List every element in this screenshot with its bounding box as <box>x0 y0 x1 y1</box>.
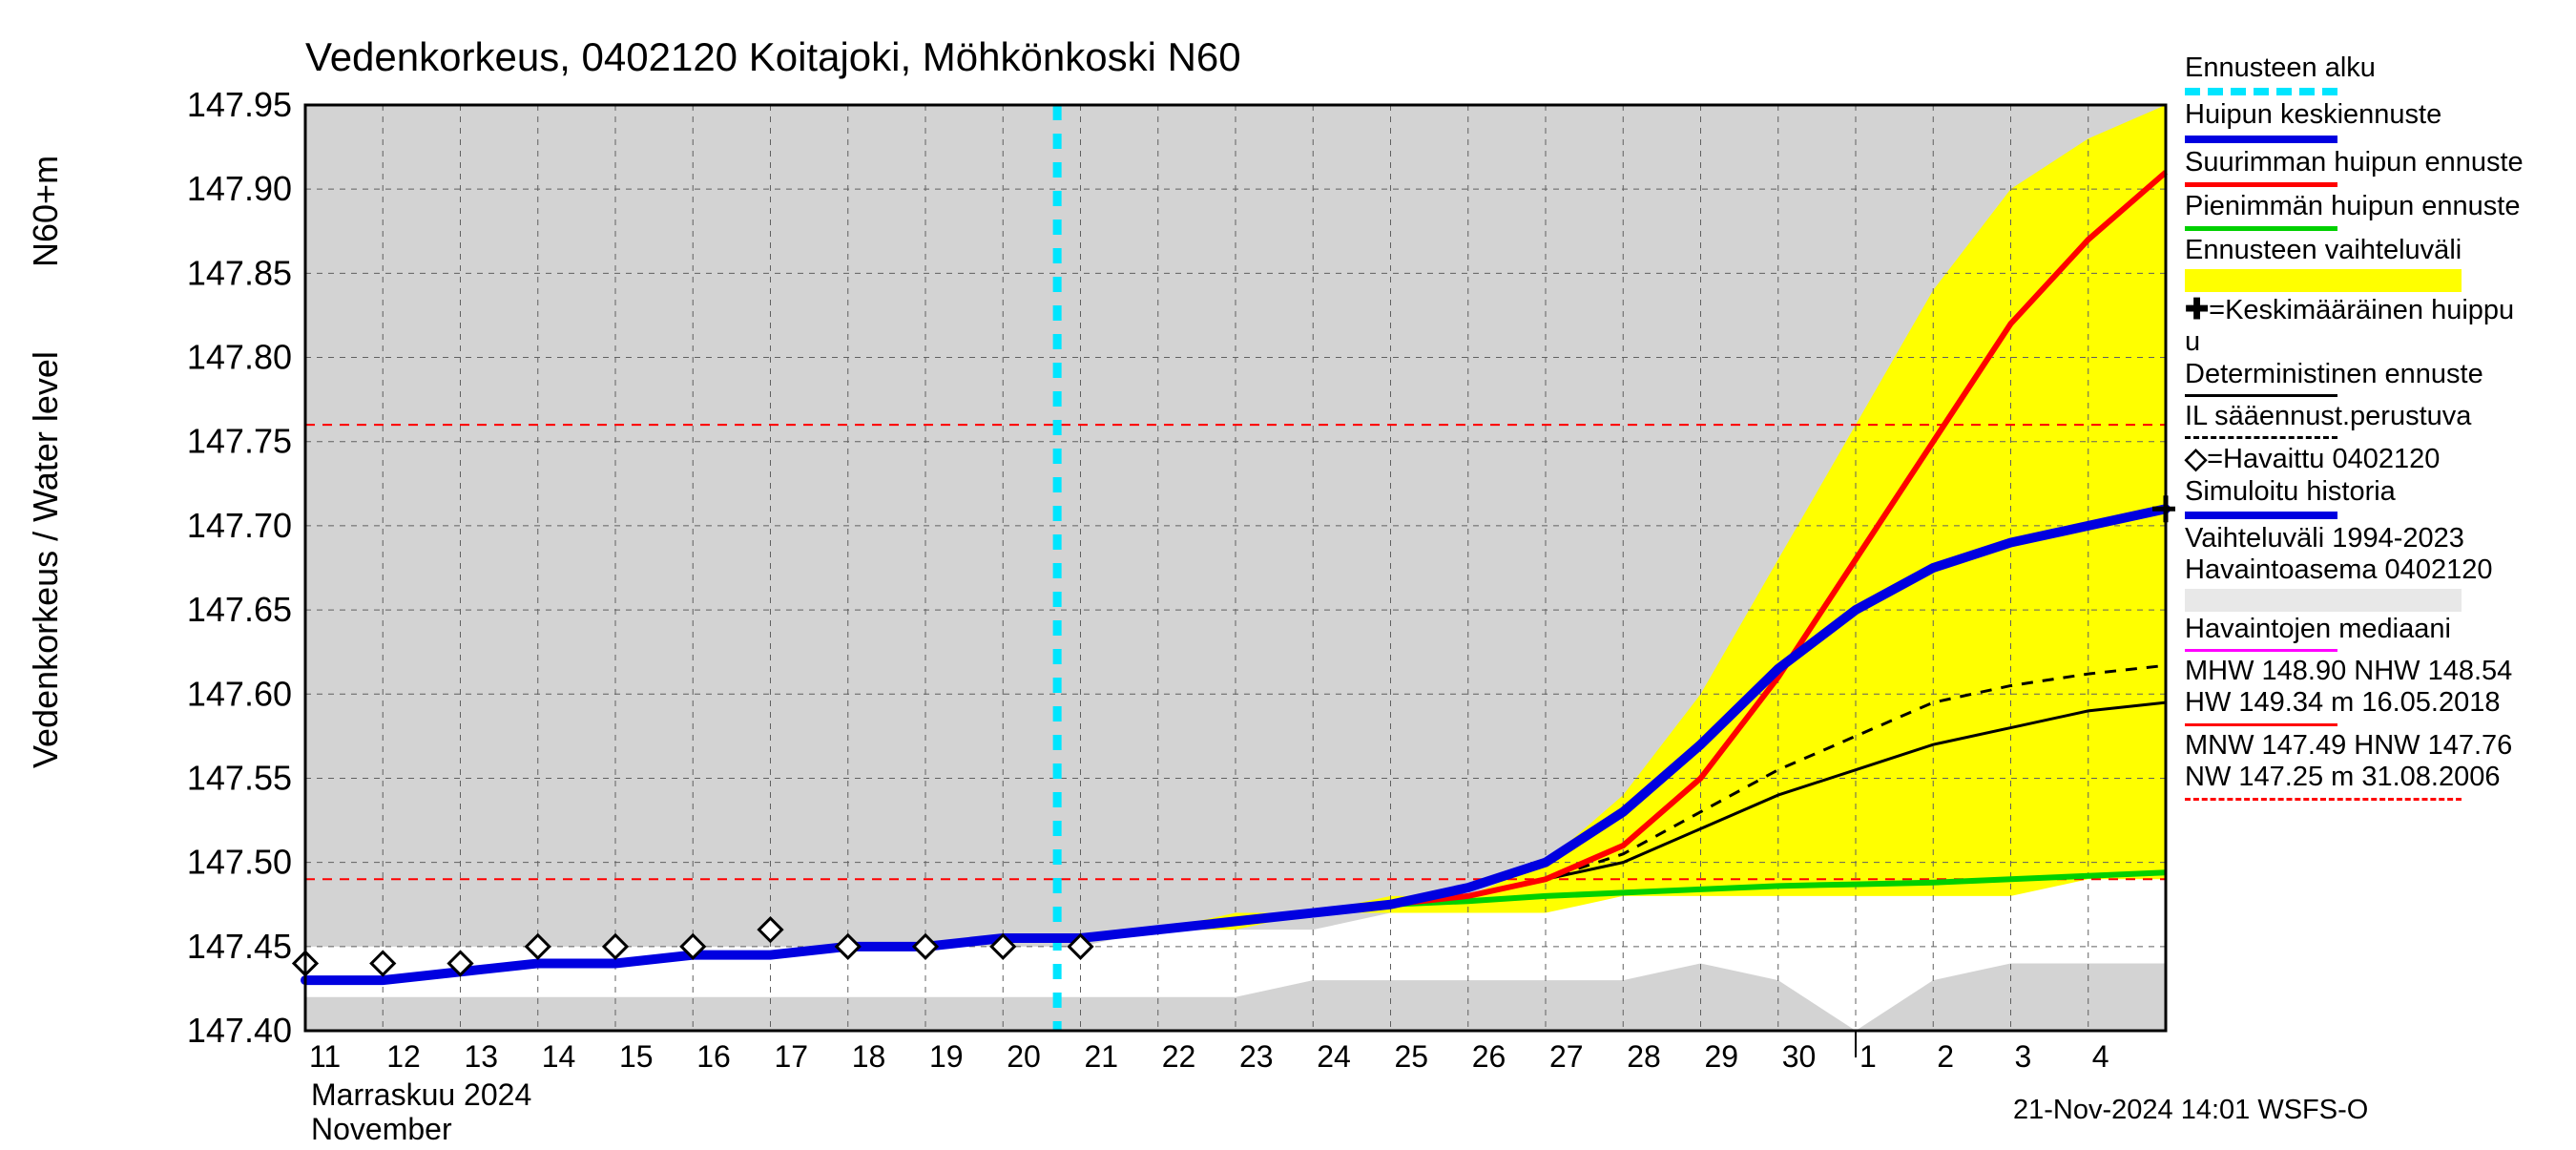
svg-text:22: 22 <box>1162 1039 1196 1074</box>
svg-text:4: 4 <box>2092 1039 2109 1074</box>
svg-text:16: 16 <box>696 1039 731 1074</box>
svg-text:27: 27 <box>1549 1039 1584 1074</box>
legend-item: ◇=Havaittu 0402120 <box>2185 443 2566 476</box>
legend-label: Ennusteen alku <box>2185 52 2566 84</box>
svg-text:17: 17 <box>775 1039 809 1074</box>
legend-item: Pienimmän huipun ennuste <box>2185 191 2566 222</box>
svg-text:147.65: 147.65 <box>187 590 292 629</box>
svg-text:147.80: 147.80 <box>187 338 292 377</box>
legend-label: ◇=Havaittu 0402120 <box>2185 443 2566 476</box>
svg-text:147.60: 147.60 <box>187 674 292 713</box>
svg-text:23: 23 <box>1239 1039 1274 1074</box>
svg-text:2: 2 <box>1937 1039 1954 1074</box>
svg-text:13: 13 <box>465 1039 499 1074</box>
svg-text:Vedenkorkeus / Water level: Vedenkorkeus / Water level <box>26 351 65 768</box>
svg-text:21: 21 <box>1085 1039 1119 1074</box>
svg-text:147.90: 147.90 <box>187 169 292 208</box>
svg-text:18: 18 <box>852 1039 886 1074</box>
legend-item: ✚=Keskimääräinen huippu <box>2185 294 2566 327</box>
legend-label: Suurimman huipun ennuste <box>2185 147 2566 178</box>
legend-label: Pienimmän huipun ennuste <box>2185 191 2566 222</box>
legend-label: Simuloitu historia <box>2185 476 2566 508</box>
chart-svg: 147.40 147.45 147.50 147.55 147.60 147.65 147.… <box>0 0 2175 1145</box>
legend-label: NW 147.25 m 31.08.2006 <box>2185 762 2566 793</box>
svg-text:147.85: 147.85 <box>187 253 292 292</box>
svg-text:147.95: 147.95 <box>187 85 292 124</box>
legend-item: Simuloitu historia <box>2185 476 2566 508</box>
svg-text:N60+m: N60+m <box>26 156 65 267</box>
legend-label: Ennusteen vaihteluväli <box>2185 235 2566 266</box>
legend-label: Vaihteluväli 1994-2023 <box>2185 523 2566 554</box>
legend-item: IL sääennust.perustuva <box>2185 401 2566 432</box>
svg-text:147.45: 147.45 <box>187 927 292 966</box>
legend-item: Suurimman huipun ennuste <box>2185 147 2566 178</box>
legend-label: Deterministinen ennuste <box>2185 359 2566 390</box>
svg-text:147.40: 147.40 <box>187 1011 292 1050</box>
chart-area: 147.40 147.45 147.50 147.55 147.60 147.65 147.… <box>0 0 2175 1145</box>
svg-text:3: 3 <box>2015 1039 2032 1074</box>
legend-item: Ennusteen alku <box>2185 52 2566 84</box>
svg-text:28: 28 <box>1627 1039 1661 1074</box>
legend-item: HW 149.34 m 16.05.2018 <box>2185 687 2566 719</box>
svg-text:14: 14 <box>542 1039 576 1074</box>
svg-text:1: 1 <box>1859 1039 1877 1074</box>
svg-text:20: 20 <box>1007 1039 1041 1074</box>
svg-text:29: 29 <box>1705 1039 1739 1074</box>
svg-text:Marraskuu 2024: Marraskuu 2024 <box>311 1077 531 1112</box>
svg-text:147.55: 147.55 <box>187 758 292 797</box>
svg-text:147.70: 147.70 <box>187 506 292 545</box>
svg-text:25: 25 <box>1395 1039 1429 1074</box>
legend-label: HW 149.34 m 16.05.2018 <box>2185 687 2566 719</box>
legend-label: ✚=Keskimääräinen huippu <box>2185 294 2566 327</box>
legend-item: NW 147.25 m 31.08.2006 <box>2185 762 2566 793</box>
svg-text:Vedenkorkeus, 0402120 Koitajok: Vedenkorkeus, 0402120 Koitajoki, Möhkönk… <box>305 34 1241 79</box>
legend-item: Vaihteluväli 1994-2023 <box>2185 523 2566 554</box>
legend-item: MHW 148.90 NHW 148.54 <box>2185 656 2566 687</box>
svg-text:147.50: 147.50 <box>187 843 292 882</box>
legend-label: Havaintoasema 0402120 <box>2185 554 2566 586</box>
legend-label: MHW 148.90 NHW 148.54 <box>2185 656 2566 687</box>
legend-item: Ennusteen vaihteluväli <box>2185 235 2566 266</box>
legend-label: Havaintojen mediaani <box>2185 614 2566 645</box>
svg-text:November: November <box>311 1112 452 1145</box>
legend-label: MNW 147.49 HNW 147.76 <box>2185 730 2566 762</box>
svg-text:26: 26 <box>1472 1039 1506 1074</box>
svg-text:15: 15 <box>619 1039 654 1074</box>
legend-item: Deterministinen ennuste <box>2185 359 2566 390</box>
svg-text:19: 19 <box>929 1039 964 1074</box>
legend: Ennusteen alku Huipun keskiennuste Suurimm… <box>2185 52 2566 805</box>
svg-text:11: 11 <box>309 1039 341 1074</box>
svg-text:24: 24 <box>1317 1039 1351 1074</box>
svg-text:147.75: 147.75 <box>187 422 292 461</box>
svg-text:30: 30 <box>1782 1039 1817 1074</box>
legend-item: MNW 147.49 HNW 147.76 <box>2185 730 2566 762</box>
legend-item: Havaintoasema 0402120 <box>2185 554 2566 586</box>
legend-label: IL sääennust.perustuva <box>2185 401 2566 432</box>
timestamp: 21-Nov-2024 14:01 WSFS-O <box>2013 1095 2368 1126</box>
legend-item: Havaintojen mediaani <box>2185 614 2566 645</box>
svg-text:12: 12 <box>386 1039 421 1074</box>
legend-item: Huipun keskiennuste <box>2185 99 2566 131</box>
legend-label: Huipun keskiennuste <box>2185 99 2566 131</box>
